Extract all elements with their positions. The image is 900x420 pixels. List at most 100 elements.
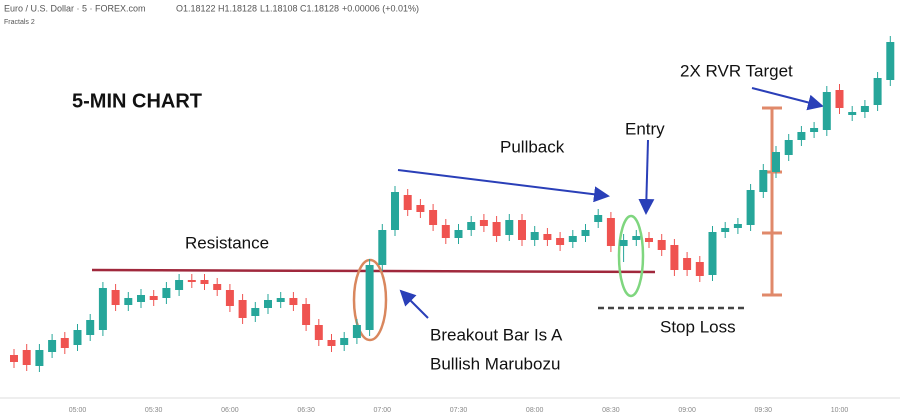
candle-body xyxy=(505,220,514,235)
candle-body xyxy=(302,304,311,325)
candle-body xyxy=(835,90,844,108)
candle-body xyxy=(264,300,272,308)
candle-body xyxy=(175,280,184,290)
candle-body xyxy=(238,300,247,318)
candle-body xyxy=(721,228,730,232)
ohlc-low: L1.18108 xyxy=(260,3,298,13)
candle-body xyxy=(60,338,69,348)
candle-body xyxy=(35,350,44,366)
candle-body xyxy=(822,92,831,130)
candle-body xyxy=(772,152,780,172)
candle-body xyxy=(289,298,298,305)
x-tick-label: 07:00 xyxy=(374,407,392,414)
candle-body xyxy=(314,325,323,340)
candle-body xyxy=(225,290,234,306)
candle-body xyxy=(365,265,374,330)
ohlc-change: +0.00006 (+0.01%) xyxy=(342,3,419,13)
entry-ellipse xyxy=(617,214,645,298)
candle-body xyxy=(467,222,476,230)
arrows xyxy=(397,87,824,319)
candle-body xyxy=(340,338,349,345)
candle-body xyxy=(810,128,819,132)
candle-body xyxy=(619,240,628,246)
candle-body xyxy=(378,230,387,265)
candle-body xyxy=(530,232,539,240)
candle-body xyxy=(797,132,806,140)
indicator-label: Fractals 2 xyxy=(4,19,35,26)
x-tick-label: 10:00 xyxy=(831,407,849,414)
x-tick-label: 08:00 xyxy=(526,407,544,414)
x-tick-label: 09:00 xyxy=(678,407,696,414)
annotation: Pullback xyxy=(500,137,565,156)
candle-body xyxy=(873,78,882,105)
candle-body xyxy=(111,290,120,305)
candle-body xyxy=(391,192,399,230)
rvr-bar xyxy=(762,106,782,297)
candle-body xyxy=(162,288,171,298)
x-tick-label: 05:30 xyxy=(145,407,163,414)
chart-label: 5-MIN CHART xyxy=(72,90,202,112)
candle-body xyxy=(86,320,95,335)
annotation: Bullish Marubozu xyxy=(430,354,560,373)
candle-body xyxy=(594,215,603,222)
candle-body xyxy=(213,284,222,290)
candle-body xyxy=(10,355,18,362)
candle-body xyxy=(632,236,641,240)
candle-body xyxy=(645,238,653,242)
candle-body xyxy=(581,230,590,236)
candle-body xyxy=(733,224,742,228)
candle-body xyxy=(429,210,438,225)
candle-body xyxy=(187,280,196,282)
candle-body xyxy=(251,308,260,316)
candle-body xyxy=(200,280,209,284)
annotation: Resistance xyxy=(185,233,269,252)
candle-body xyxy=(683,258,692,270)
candle-body xyxy=(543,234,552,240)
x-tick-label: 06:30 xyxy=(297,407,315,414)
annotation: Breakout Bar Is A xyxy=(430,325,563,344)
candle-body xyxy=(22,350,31,365)
candle-body xyxy=(746,190,755,225)
candle-body xyxy=(98,288,107,330)
candle-body xyxy=(848,112,857,115)
candle-body xyxy=(276,298,285,302)
candle-body xyxy=(568,236,577,242)
candle-body xyxy=(149,296,158,300)
candle-body xyxy=(352,325,361,338)
candle-body xyxy=(327,340,336,346)
candle-body xyxy=(657,240,666,250)
candle-body xyxy=(403,195,412,210)
candle-body xyxy=(441,225,450,238)
ohlc-close: C1.18128 xyxy=(300,3,339,13)
candle-body xyxy=(670,245,679,270)
chart-title: Euro / U.S. Dollar · 5 · FOREX.com xyxy=(4,3,146,13)
annotation: 2X RVR Target xyxy=(680,61,793,80)
candle-body xyxy=(784,140,793,155)
ohlc-high: H1.18128 xyxy=(218,3,257,13)
candle-body xyxy=(886,42,895,80)
candle-body xyxy=(708,232,717,275)
x-tick-label: 05:00 xyxy=(69,407,87,414)
candle-body xyxy=(416,205,425,212)
annotation: Stop Loss xyxy=(660,317,736,336)
ohlc-open: O1.18122 xyxy=(176,3,216,13)
candle-body xyxy=(606,218,615,246)
candle-body xyxy=(124,298,133,305)
x-tick-label: 09:30 xyxy=(755,407,773,414)
x-tick-label: 06:00 xyxy=(221,407,239,414)
candle-body xyxy=(48,340,57,352)
candle-body xyxy=(518,220,526,240)
candle-body xyxy=(137,295,145,302)
candle-body xyxy=(695,262,704,276)
annotation: Entry xyxy=(625,119,665,138)
x-tick-label: 07:30 xyxy=(450,407,468,414)
x-tick-label: 08:30 xyxy=(602,407,620,414)
candle-body xyxy=(759,170,768,192)
candle-body xyxy=(479,220,488,226)
candle-body xyxy=(73,330,82,345)
candle-body xyxy=(556,238,565,245)
candle-body xyxy=(454,230,463,238)
candle-body xyxy=(492,222,501,236)
candle-body xyxy=(860,106,869,112)
